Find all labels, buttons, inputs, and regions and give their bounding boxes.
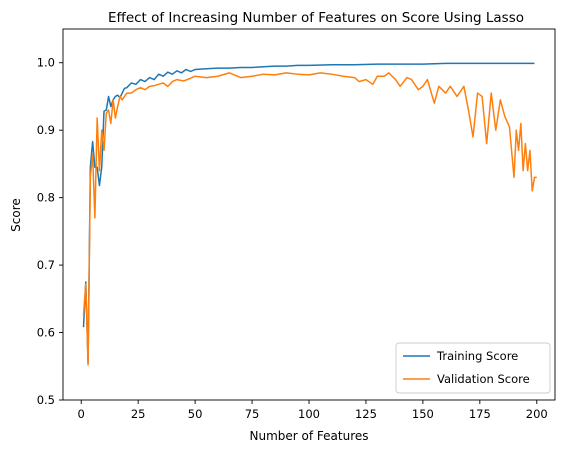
x-tick-label: 50: [188, 407, 203, 421]
y-tick-label: 0.8: [37, 191, 55, 205]
chart-title: Effect of Increasing Number of Features …: [108, 10, 524, 26]
plot-area: [82, 62, 537, 366]
x-tick-label: 200: [526, 407, 548, 421]
y-tick-label: 1.0: [37, 56, 55, 70]
x-tick-label: 175: [469, 407, 491, 421]
legend-label-validation: Validation Score: [437, 372, 530, 386]
x-tick-label: 0: [78, 407, 85, 421]
x-tick-label: 150: [412, 407, 434, 421]
x-axis: 0 25 50 75 100 125 150 175 200: [78, 400, 548, 421]
legend-box: [395, 342, 551, 394]
x-tick-label: 100: [298, 407, 320, 421]
legend-label-training: Training Score: [436, 349, 518, 363]
y-tick-label: 0.5: [37, 393, 55, 407]
series-line-training: [82, 62, 535, 364]
y-tick-label: 0.6: [37, 326, 55, 340]
x-axis-label: Number of Features: [250, 429, 369, 443]
y-axis: 0.5 0.6 0.7 0.8 0.9 1.0: [37, 56, 63, 407]
x-tick-label: 75: [245, 407, 260, 421]
y-axis-label: Score: [9, 198, 23, 232]
x-tick-label: 125: [355, 407, 377, 421]
legend: Training Score Validation Score: [395, 342, 551, 394]
series-line-validation: [82, 72, 537, 366]
y-tick-label: 0.9: [37, 123, 55, 137]
x-tick-label: 25: [131, 407, 146, 421]
y-tick-label: 0.7: [37, 258, 55, 272]
